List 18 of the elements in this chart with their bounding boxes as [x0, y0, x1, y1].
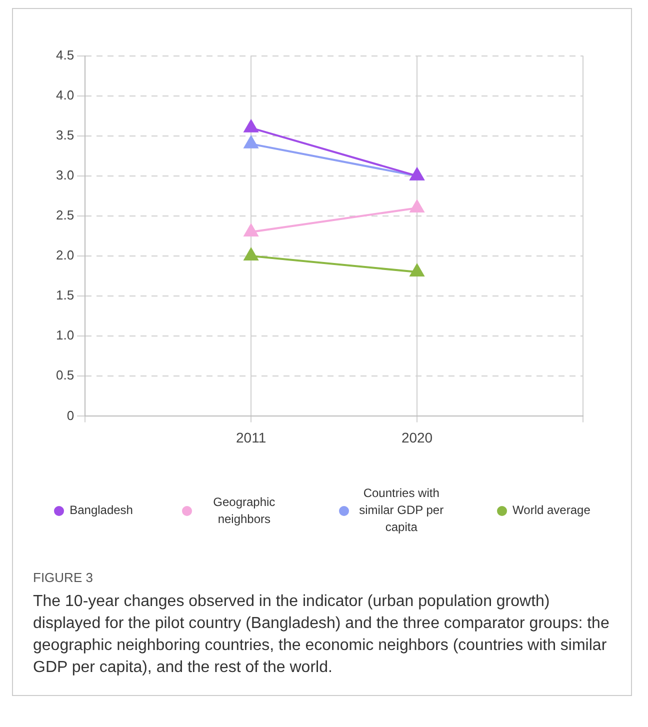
y-tick-label: 1.0: [56, 328, 74, 343]
y-tick-label: 2.5: [56, 208, 74, 223]
y-tick-label: 1.5: [56, 288, 74, 303]
legend-label: Bangladesh: [70, 502, 133, 519]
text: The 10-year changes observed in the indicator (urban population growth) displayed for the pilot country (Bangladesh) and the three comparator groups: the geographic neighboring countries, the economic neighbors (countries with similar GDP per capita), and the rest of the world.: [33, 592, 610, 678]
x-tick-label: 2020: [401, 429, 433, 446]
y-tick-label: 0: [66, 408, 74, 423]
y-tick-label: 3.5: [56, 127, 74, 142]
y-tick-label: 4.5: [56, 47, 74, 62]
legend-label: Geographic neighbors: [212, 494, 276, 528]
y-tick-label: 0.5: [56, 368, 74, 383]
y-tick-label: 3.0: [56, 168, 74, 183]
x-tick-label: 2011: [236, 429, 266, 446]
legend-label: Countries with similar GDP per capita: [358, 485, 445, 536]
caption: FIGURE 3: [33, 570, 94, 585]
y-tick-label: 2.0: [56, 248, 74, 263]
y-tick-label: 4.0: [56, 87, 74, 102]
legend-label: World average: [512, 502, 590, 519]
